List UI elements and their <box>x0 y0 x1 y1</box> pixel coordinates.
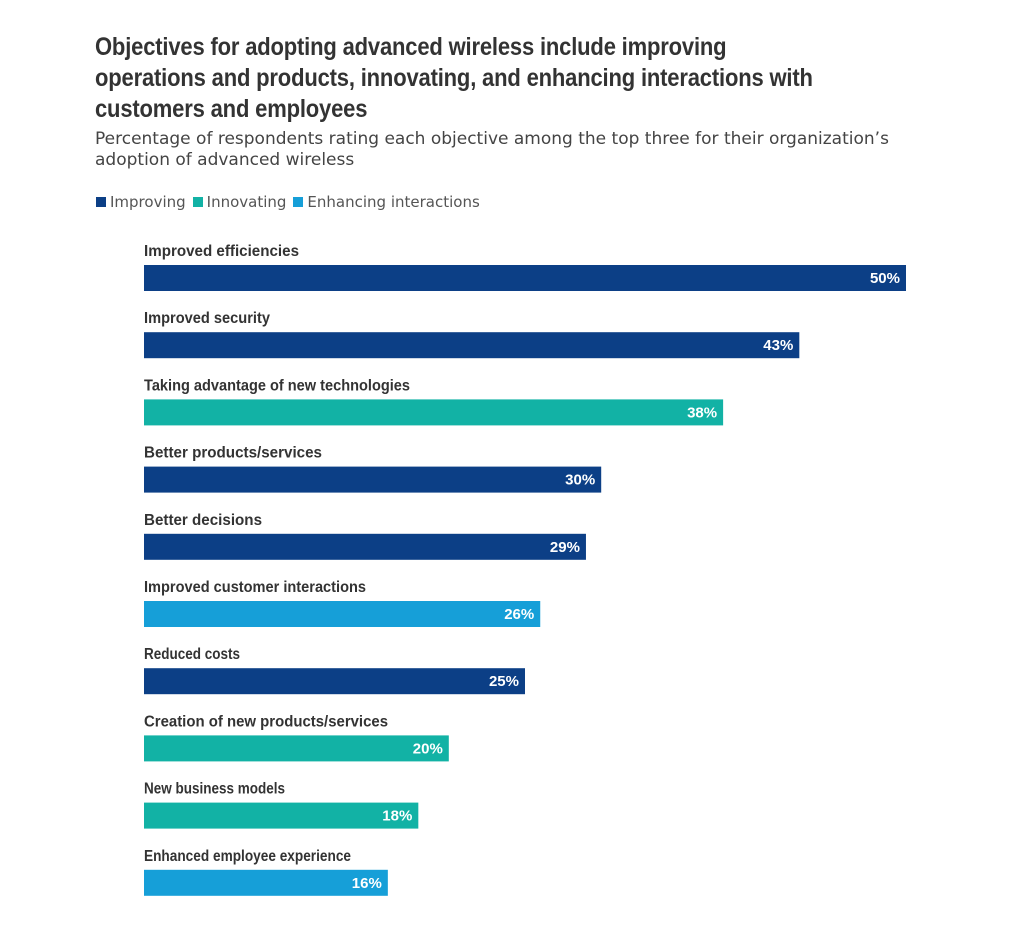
value-label-better-decisions: 29% <box>550 539 580 556</box>
chart-subtitle: Percentage of respondents rating each ob… <box>95 129 889 170</box>
category-label-better-products-services: Better products/services <box>144 445 322 462</box>
legend-swatch-improving <box>96 197 106 207</box>
chart-legend: Improving Innovating Enhancing interacti… <box>96 193 487 211</box>
value-label-improved-security: 43% <box>763 337 793 354</box>
value-label-reduced-costs: 25% <box>489 673 519 690</box>
legend-label-improving: Improving <box>110 193 186 211</box>
category-label-enhanced-employee-experience: Enhanced employee experience <box>144 848 351 865</box>
bar-improved-security <box>144 332 800 359</box>
bar-improved-customer-interactions <box>144 601 541 627</box>
bar-better-decisions <box>144 533 586 560</box>
value-label-improved-efficiencies: 50% <box>870 270 900 287</box>
value-label-creation-of-new-products-services: 20% <box>413 740 443 757</box>
value-label-enhanced-employee-experience: 16% <box>352 875 382 892</box>
bar-creation-of-new-products-services <box>144 735 449 762</box>
chart-title: Objectives for adopting advanced wireles… <box>95 33 813 123</box>
bar-new-business-models <box>144 802 419 829</box>
legend-label-enhancing-interactions: Enhancing interactions <box>307 193 480 211</box>
legend-item-innovating: Innovating <box>192 193 287 211</box>
bar-reduced-costs <box>144 668 525 695</box>
legend-swatch-innovating <box>192 197 203 207</box>
category-label-better-decisions: Better decisions <box>144 512 262 529</box>
value-label-new-business-models: 18% <box>382 808 412 825</box>
category-label-new-business-models: New business models <box>144 781 285 798</box>
legend-item-improving: Improving <box>96 193 186 211</box>
category-label-improved-security: Improved security <box>144 310 270 327</box>
legend-label-innovating: Innovating <box>206 193 287 211</box>
category-label-creation-of-new-products-services: Creation of new products/services <box>144 713 388 730</box>
category-label-taking-advantage-of-new-technologies: Taking advantage of new technologies <box>144 377 410 394</box>
bar-better-products-services <box>144 466 602 493</box>
category-label-improved-customer-interactions: Improved customer interactions <box>144 579 366 596</box>
bar-improved-efficiencies <box>144 265 906 291</box>
value-label-better-products-services: 30% <box>565 472 595 489</box>
value-label-improved-customer-interactions: 26% <box>504 606 534 623</box>
value-label-taking-advantage-of-new-technologies: 38% <box>687 404 717 421</box>
legend-swatch-enhancing-interactions <box>293 197 304 207</box>
category-label-improved-efficiencies: Improved efficiencies <box>144 243 299 260</box>
category-label-reduced-costs: Reduced costs <box>144 646 240 663</box>
bar-enhanced-employee-experience <box>144 869 388 896</box>
bar-taking-advantage-of-new-technologies <box>144 399 724 426</box>
legend-item-enhancing-interactions: Enhancing interactions <box>293 193 480 211</box>
